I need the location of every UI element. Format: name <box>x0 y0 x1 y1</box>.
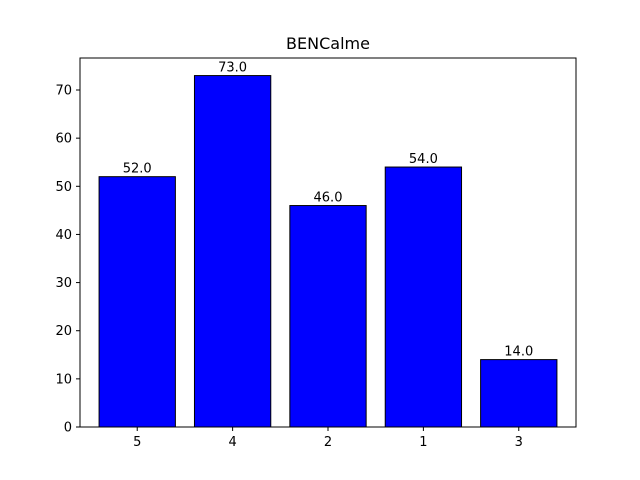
y-tick-label: 0 <box>64 421 72 436</box>
bar-4 <box>193 75 272 428</box>
data-labels-group: 52.0 73.0 46.0 54.0 14.0 <box>123 61 533 360</box>
x-tick-label: 4 <box>228 435 236 450</box>
y-tick-label: 20 <box>55 324 72 339</box>
x-tick-label: 5 <box>133 435 141 450</box>
y-axis: 0 10 20 30 40 50 60 70 <box>55 84 80 436</box>
x-axis: 5 4 2 1 3 <box>133 427 523 450</box>
bar-1 <box>384 166 463 428</box>
x-tick-label: 3 <box>515 435 523 450</box>
y-tick-label: 70 <box>55 84 72 99</box>
y-tick-label: 10 <box>55 372 72 387</box>
data-label-1: 54.0 <box>409 152 438 167</box>
data-label-5: 52.0 <box>123 162 152 177</box>
x-tick-label: 1 <box>419 435 427 450</box>
bar-2 <box>289 205 367 428</box>
y-tick-label: 50 <box>55 180 72 195</box>
data-label-4: 73.0 <box>218 61 247 76</box>
bars-group <box>98 75 558 428</box>
x-tick-label: 2 <box>324 435 332 450</box>
plot-frame <box>79 57 577 428</box>
y-tick-label: 60 <box>55 132 72 147</box>
chart-title: BENCalme <box>286 34 370 53</box>
bar-5 <box>98 176 176 428</box>
data-label-3: 14.0 <box>504 345 533 360</box>
bar-3 <box>480 359 558 428</box>
data-label-2: 46.0 <box>314 191 343 206</box>
y-tick-label: 30 <box>55 276 72 291</box>
y-tick-label: 40 <box>55 228 72 243</box>
